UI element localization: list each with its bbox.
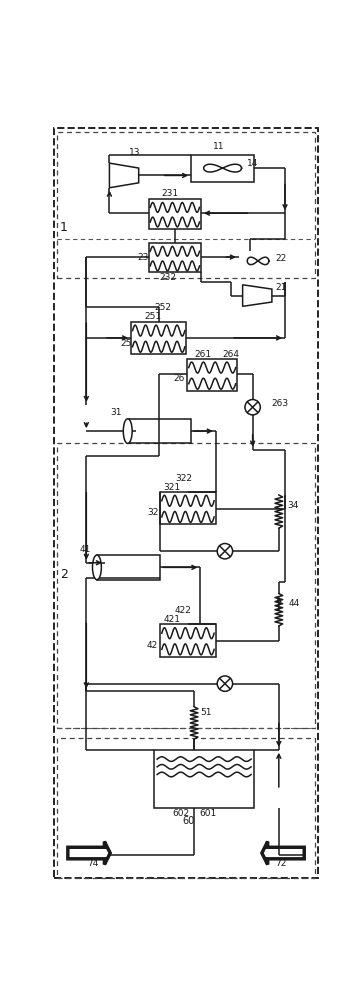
Circle shape [245, 400, 260, 415]
Text: 264: 264 [223, 350, 240, 359]
Text: 74: 74 [87, 859, 98, 868]
Text: 42: 42 [147, 641, 158, 650]
Text: 1: 1 [60, 221, 68, 234]
Text: 252: 252 [155, 303, 172, 312]
Polygon shape [109, 163, 139, 188]
Polygon shape [262, 841, 304, 865]
Text: 22: 22 [276, 254, 287, 263]
Bar [191, 155, 254, 182]
Text: 72: 72 [276, 859, 287, 868]
Bar [128, 419, 191, 443]
Text: 11: 11 [213, 142, 224, 151]
Bar [187, 359, 237, 391]
Text: 322: 322 [175, 474, 192, 483]
Ellipse shape [123, 419, 132, 443]
Text: 23: 23 [138, 253, 149, 262]
Text: 2: 2 [60, 568, 68, 581]
Circle shape [217, 544, 233, 559]
Text: 232: 232 [159, 273, 176, 282]
Polygon shape [68, 841, 110, 865]
Bar [131, 322, 187, 354]
Bar [160, 624, 216, 657]
Text: 601: 601 [199, 809, 217, 818]
Bar [149, 243, 201, 272]
Text: 44: 44 [289, 599, 300, 608]
Ellipse shape [93, 555, 101, 580]
Text: 26: 26 [174, 374, 185, 383]
Text: 14: 14 [247, 159, 258, 168]
Text: 422: 422 [175, 606, 192, 615]
Text: 602: 602 [172, 809, 189, 818]
Text: 32: 32 [147, 508, 158, 517]
Text: 13: 13 [129, 148, 140, 157]
Bar [57, 738, 315, 878]
Text: 421: 421 [163, 615, 180, 624]
Text: 21: 21 [276, 283, 287, 292]
Text: 25: 25 [120, 339, 131, 348]
Circle shape [217, 676, 233, 691]
Bar [57, 132, 315, 278]
Bar [149, 199, 201, 229]
Bar [160, 492, 216, 524]
Text: 231: 231 [161, 189, 178, 198]
Bar [97, 555, 160, 580]
Text: 31: 31 [110, 408, 121, 417]
Text: 60: 60 [183, 816, 195, 826]
Text: 34: 34 [287, 500, 298, 510]
Bar [154, 750, 254, 808]
Text: 41: 41 [79, 545, 90, 554]
Text: 263: 263 [271, 399, 288, 408]
Text: 51: 51 [200, 708, 211, 717]
Text: 251: 251 [144, 312, 161, 321]
Bar [57, 443, 315, 728]
Text: 321: 321 [163, 483, 180, 492]
Text: 261: 261 [194, 350, 211, 359]
Polygon shape [242, 285, 272, 306]
